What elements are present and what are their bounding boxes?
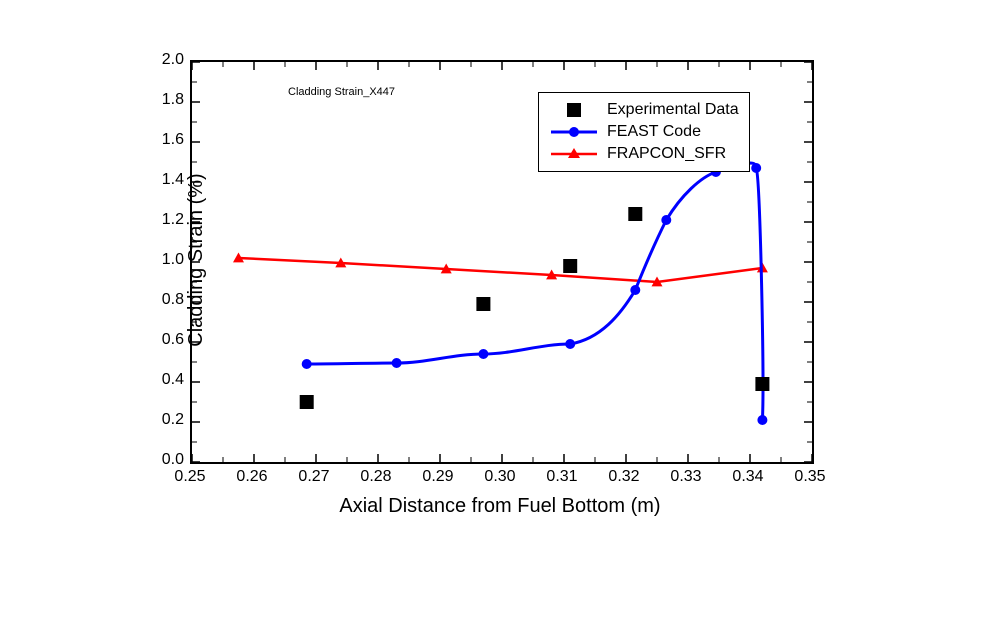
- x-tick-label: 0.29: [422, 468, 453, 486]
- y-tick-label: 0.0: [134, 451, 184, 469]
- y-tick-label: 1.0: [134, 251, 184, 269]
- chart-subtitle: Cladding Strain_X447: [288, 86, 395, 98]
- x-tick-label: 0.35: [794, 468, 825, 486]
- y-tick-label: 1.6: [134, 131, 184, 149]
- y-tick-label: 1.8: [134, 91, 184, 109]
- cladding-strain-chart: Cladding Strain_X447 Experimental Data F…: [100, 40, 860, 540]
- legend-swatch-frapcon: [549, 144, 599, 164]
- y-tick-label: 0.2: [134, 411, 184, 429]
- x-tick-label: 0.25: [174, 468, 205, 486]
- legend-row-experimental: Experimental Data: [549, 99, 739, 121]
- legend-row-frapcon: FRAPCON_SFR: [549, 143, 739, 165]
- y-tick-label: 2.0: [134, 51, 184, 69]
- legend-swatch-feast: [549, 122, 599, 142]
- legend-label-feast: FEAST Code: [607, 123, 701, 141]
- plot-area: Cladding Strain_X447 Experimental Data F…: [190, 60, 814, 464]
- legend-row-feast: FEAST Code: [549, 121, 739, 143]
- x-tick-label: 0.28: [360, 468, 391, 486]
- legend-swatch-experimental: [549, 100, 599, 120]
- x-tick-label: 0.27: [298, 468, 329, 486]
- x-tick-label: 0.32: [608, 468, 639, 486]
- x-axis-label: Axial Distance from Fuel Bottom (m): [190, 495, 810, 518]
- y-tick-label: 0.6: [134, 331, 184, 349]
- y-tick-label: 1.4: [134, 171, 184, 189]
- y-tick-label: 1.2: [134, 211, 184, 229]
- legend: Experimental Data FEAST Code: [538, 92, 750, 172]
- x-tick-label: 0.31: [546, 468, 577, 486]
- x-tick-label: 0.26: [236, 468, 267, 486]
- x-tick-label: 0.34: [732, 468, 763, 486]
- y-tick-label: 0.4: [134, 371, 184, 389]
- y-axis-label: Cladding Strain (%): [185, 173, 208, 346]
- x-tick-label: 0.33: [670, 468, 701, 486]
- legend-label-frapcon: FRAPCON_SFR: [607, 145, 726, 163]
- legend-label-experimental: Experimental Data: [607, 101, 739, 119]
- y-tick-label: 0.8: [134, 291, 184, 309]
- x-tick-label: 0.30: [484, 468, 515, 486]
